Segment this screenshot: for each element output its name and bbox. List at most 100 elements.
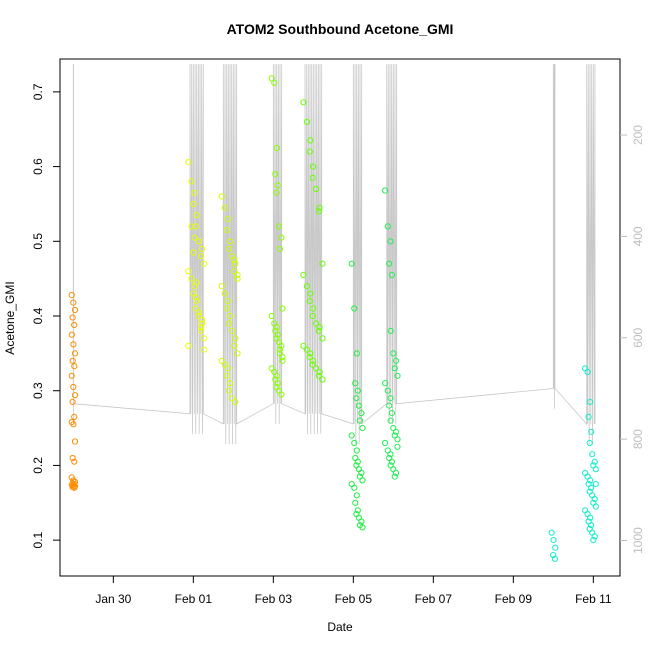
data-point xyxy=(227,380,234,387)
data-point xyxy=(351,439,358,447)
data-point xyxy=(201,346,208,353)
plot-frame xyxy=(59,58,621,577)
data-point xyxy=(358,410,365,417)
data-point xyxy=(279,357,286,364)
y-tick-label: 0.4 xyxy=(31,307,45,324)
data-point xyxy=(275,223,282,230)
data-point xyxy=(274,380,281,387)
data-point xyxy=(273,189,280,196)
data-point xyxy=(387,238,394,245)
data-point xyxy=(348,260,355,267)
data-point xyxy=(68,372,75,379)
data-point xyxy=(303,283,310,290)
data-point xyxy=(589,529,596,536)
data-point xyxy=(358,469,365,476)
y2-tick-label: 1000 xyxy=(631,527,645,554)
data-point xyxy=(190,249,197,256)
data-point xyxy=(388,410,395,417)
data-point xyxy=(394,372,401,379)
data-point xyxy=(300,99,307,106)
data-point xyxy=(221,290,228,297)
data-point xyxy=(227,312,234,320)
data-points xyxy=(68,75,599,562)
data-point xyxy=(587,477,594,484)
data-point xyxy=(584,473,591,480)
data-point xyxy=(193,212,200,219)
data-point xyxy=(276,346,283,353)
data-point xyxy=(353,447,360,454)
x-tick-label: Feb 07 xyxy=(415,592,453,606)
data-point xyxy=(386,402,393,409)
data-point xyxy=(391,365,398,372)
data-point xyxy=(279,305,286,312)
data-point xyxy=(587,514,594,521)
data-point xyxy=(188,178,195,185)
data-point xyxy=(232,260,239,267)
data-point xyxy=(315,372,323,379)
data-point xyxy=(279,354,286,361)
data-point xyxy=(387,417,394,424)
data-point xyxy=(354,507,361,514)
data-point xyxy=(221,361,228,368)
data-point xyxy=(71,350,79,357)
data-point xyxy=(387,327,394,334)
data-point xyxy=(353,492,360,499)
data-point xyxy=(391,473,398,480)
data-point xyxy=(232,335,239,342)
data-point xyxy=(310,163,317,170)
data-point xyxy=(386,260,393,267)
y-tick-label: 0.1 xyxy=(31,531,45,548)
data-point xyxy=(310,305,317,312)
y-tick-label: 0.5 xyxy=(31,233,45,250)
data-point xyxy=(231,268,238,275)
data-point xyxy=(352,454,359,462)
data-point xyxy=(195,312,202,320)
data-point xyxy=(185,268,192,275)
data-point xyxy=(192,223,199,230)
data-point xyxy=(355,402,362,409)
data-point xyxy=(218,283,225,290)
data-point xyxy=(353,350,360,357)
data-point xyxy=(588,428,595,435)
data-point xyxy=(185,342,192,349)
data-point xyxy=(319,260,326,267)
data-point xyxy=(387,451,394,458)
y2-tick-label: 600 xyxy=(631,327,645,347)
data-point xyxy=(278,234,285,241)
data-point xyxy=(348,432,355,439)
data-point xyxy=(224,298,231,305)
pressure-line xyxy=(72,64,596,445)
data-point xyxy=(352,499,359,506)
data-point xyxy=(306,298,313,305)
data-point xyxy=(359,524,366,531)
data-point xyxy=(191,189,198,196)
data-point xyxy=(271,79,278,87)
data-point xyxy=(300,271,307,278)
data-point xyxy=(351,484,358,491)
data-point xyxy=(351,305,358,312)
data-point xyxy=(218,193,225,200)
x-axis: Jan 30 Feb 01 Feb 03 Feb 05 Feb 07 Feb 09 Feb … xyxy=(95,576,612,606)
data-point xyxy=(221,204,228,211)
data-point xyxy=(582,507,589,514)
data-point xyxy=(68,474,75,481)
data-point xyxy=(274,331,281,338)
data-point xyxy=(319,335,326,342)
data-point xyxy=(309,312,316,320)
data-point xyxy=(274,182,281,189)
data-point xyxy=(198,245,206,252)
data-point xyxy=(551,555,559,562)
data-point xyxy=(193,298,200,305)
data-point xyxy=(313,320,320,327)
data-point xyxy=(68,292,75,299)
chart-title: ATOM2 Southbound Acetone_GMI xyxy=(227,21,454,37)
data-point xyxy=(231,342,238,349)
data-point xyxy=(229,395,236,402)
data-point xyxy=(71,413,78,420)
y-tick-label: 0.2 xyxy=(31,457,45,474)
data-point xyxy=(390,425,397,432)
data-point xyxy=(226,387,233,394)
data-point xyxy=(313,365,320,372)
data-point xyxy=(198,253,205,260)
